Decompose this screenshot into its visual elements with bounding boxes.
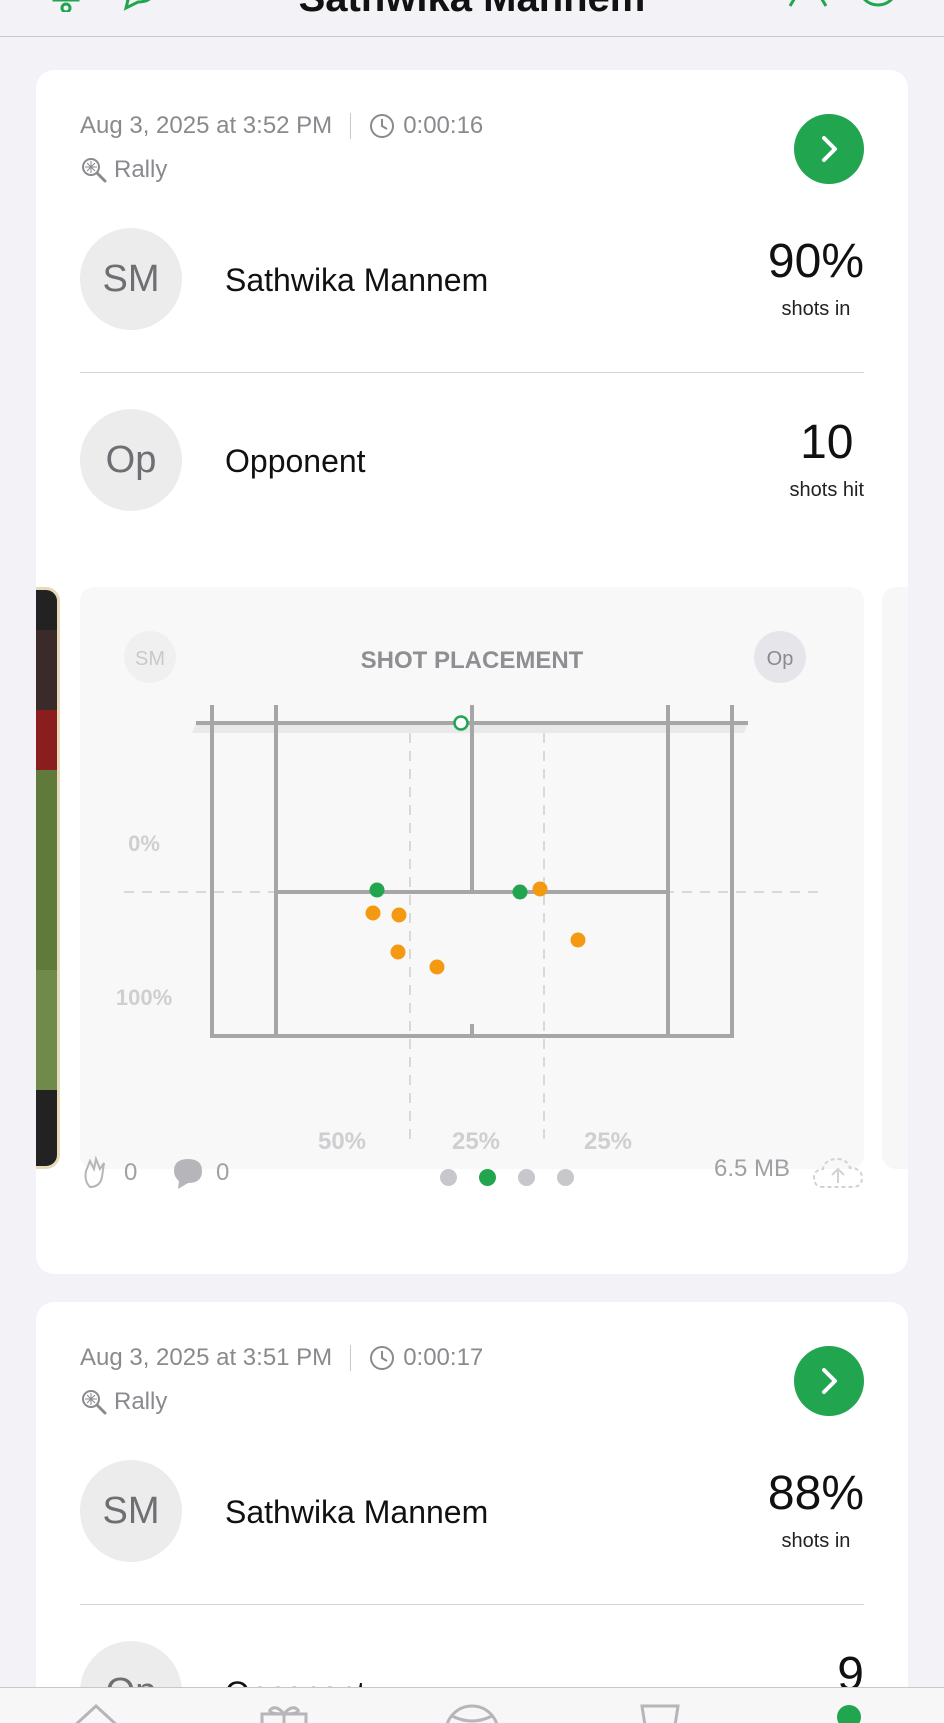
shot-marker-orange [532, 881, 548, 897]
opponent-stat: 10 shots hit [790, 419, 864, 502]
clock-icon [370, 114, 395, 138]
shot-marker-green [512, 884, 528, 900]
racket-icon [82, 1390, 107, 1415]
chevron-right-icon [822, 1368, 837, 1394]
bell-left-icon[interactable] [46, 0, 86, 12]
top-bar: Sathwika Mannem [0, 0, 944, 37]
player-name: Sathwika Mannem [225, 1494, 489, 1530]
stat-label: shots in [781, 1530, 851, 1552]
comment-control[interactable]: 0 [170, 1155, 229, 1191]
tab-bar [0, 1687, 944, 1723]
width-label-0: 50% [318, 1128, 366, 1155]
home-icon[interactable] [68, 1702, 124, 1723]
width-label-1: 25% [452, 1128, 500, 1155]
page-dot[interactable] [518, 1169, 535, 1186]
meta-separator [350, 113, 352, 139]
opponent-name: Opponent [225, 443, 366, 479]
shot-marker-green [369, 882, 385, 898]
placement-title: SHOT PLACEMENT [361, 647, 584, 674]
shot-marker-orange [365, 905, 381, 921]
trophy-icon[interactable] [632, 1702, 688, 1723]
chevron-right-icon [822, 136, 837, 162]
file-size: 6.5 MB [714, 1155, 790, 1183]
player-stat: 90% shots in [768, 238, 864, 321]
profile-tab-icon[interactable] [834, 1702, 864, 1723]
gift-icon[interactable] [256, 1702, 312, 1723]
player-stat: 88% shots in [768, 1470, 864, 1553]
upload-control[interactable] [812, 1155, 864, 1191]
file-size-value: 6.5 MB [713, 1155, 790, 1182]
carousel-page-indicator[interactable] [440, 1169, 596, 1186]
session-card[interactable]: Aug 3, 2025 at 3:52 PM 0:00:16 Rally SM … [36, 70, 908, 1274]
badge-right: Op [767, 648, 794, 670]
notification-icon[interactable] [784, 0, 832, 12]
stat-label: shots hit [789, 479, 864, 501]
shot-marker-orange [429, 959, 445, 975]
player-name: Sathwika Mannem [225, 262, 489, 298]
card-footer: 0 0 6.5 MB [80, 1155, 864, 1199]
shot-placement-slide[interactable]: SM Op SHOT PLACEMENT 0% 100% 50% 2 [80, 587, 864, 1169]
stat-label: shots in [781, 298, 851, 320]
stat-value: 10 [800, 416, 854, 469]
racket-icon [82, 158, 107, 183]
next-slide-peek[interactable] [882, 587, 908, 1169]
depth-label-0: 0% [128, 831, 160, 856]
avatar[interactable]: SM [80, 228, 182, 330]
session-date: Aug 3, 2025 at 3:51 PM [80, 1344, 333, 1371]
session-card[interactable]: Aug 3, 2025 at 3:51 PM 0:00:17 Rally SM … [36, 1302, 908, 1723]
clock-icon [370, 1346, 395, 1370]
player-row[interactable]: SM Sathwika Mannem 90% shots in [80, 228, 864, 332]
profile-icon[interactable] [856, 0, 900, 12]
comment-count: 0 [216, 1159, 230, 1186]
session-date: Aug 3, 2025 at 3:52 PM [80, 112, 333, 139]
depth-label-1: 100% [116, 985, 172, 1010]
shot-marker-orange [391, 907, 407, 923]
video-thumbnail-peek[interactable] [36, 587, 60, 1169]
shot-placement-chart: SM Op SHOT PLACEMENT 0% 100% 50% 2 [116, 631, 820, 1155]
session-mode: Rally [80, 1388, 167, 1416]
open-session-button[interactable] [794, 1346, 864, 1416]
shot-marker-orange [570, 932, 586, 948]
open-session-button[interactable] [794, 114, 864, 184]
mode-label: Rally [114, 156, 168, 183]
clap-icon [84, 1155, 105, 1189]
session-meta: Aug 3, 2025 at 3:52 PM 0:00:16 [80, 112, 483, 140]
divider [80, 1604, 864, 1605]
page-title: Sathwika Mannem [0, 0, 944, 21]
stat-value: 90% [767, 235, 864, 288]
width-label-2: 25% [584, 1128, 632, 1155]
page-dot[interactable] [557, 1169, 574, 1186]
player-row[interactable]: SM Sathwika Mannem 88% shots in [80, 1460, 864, 1564]
session-meta: Aug 3, 2025 at 3:51 PM 0:00:17 [80, 1344, 483, 1372]
stat-value: 88% [767, 1467, 864, 1520]
page-dot[interactable] [440, 1169, 457, 1186]
avatar[interactable]: SM [80, 1460, 182, 1562]
shot-marker-orange [390, 944, 406, 960]
session-duration: 0:00:16 [403, 112, 484, 139]
session-duration: 0:00:17 [403, 1344, 484, 1371]
avatar[interactable]: Op [80, 409, 182, 511]
ball-icon[interactable] [442, 1702, 502, 1723]
session-mode: Rally [80, 156, 167, 184]
cloud-upload-icon [812, 1157, 864, 1188]
badge-right-bg [754, 631, 806, 683]
badge-left-bg [124, 631, 176, 683]
divider [80, 372, 864, 373]
like-control[interactable]: 0 [80, 1155, 137, 1191]
shot-marker-hollow [453, 715, 469, 731]
meta-separator [350, 1345, 352, 1371]
badge-left: SM [135, 648, 165, 670]
mode-label: Rally [114, 1388, 168, 1415]
comment-icon [174, 1159, 202, 1189]
page-dot-active[interactable] [479, 1169, 496, 1186]
opponent-row[interactable]: Op Opponent 10 shots hit [80, 409, 864, 513]
like-count: 0 [124, 1159, 138, 1186]
